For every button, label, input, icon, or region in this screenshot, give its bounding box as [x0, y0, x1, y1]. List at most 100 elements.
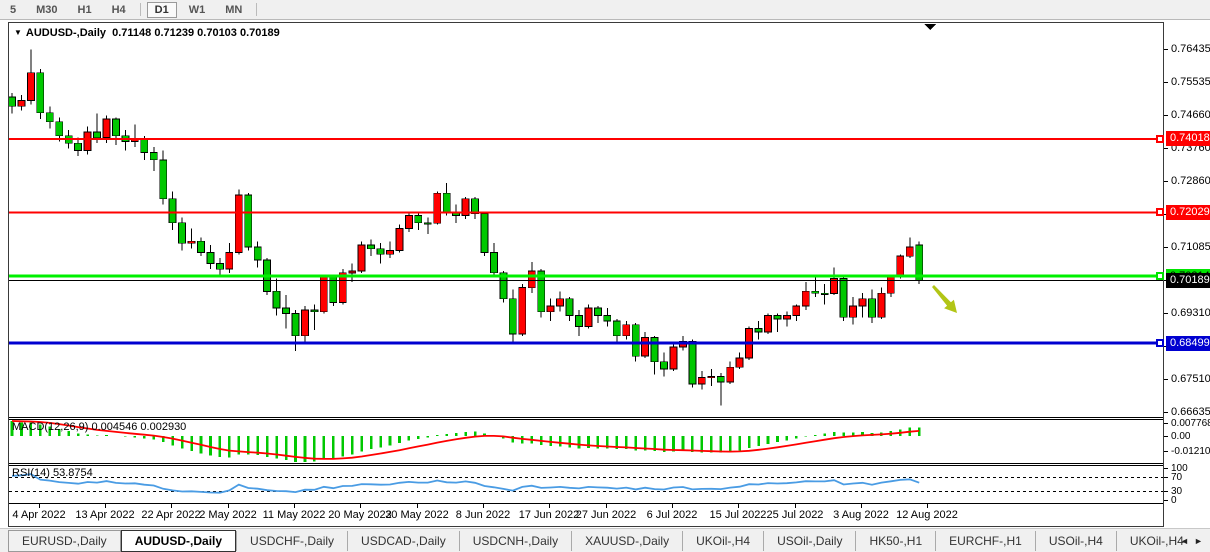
chart-shift-marker-icon: [924, 24, 936, 30]
axis-tick: [1164, 49, 1168, 50]
rsi-axis-label: 70: [1171, 472, 1183, 483]
date-axis-label: 22 Apr 2022: [141, 509, 201, 521]
date-axis-tick: [672, 504, 673, 508]
price-axis-label: 0.75535: [1171, 76, 1210, 88]
date-axis-tick: [861, 504, 862, 508]
rsi-indicator-label: RSI(14) 53.8754: [12, 467, 93, 479]
macd-axis-label: 0.00: [1171, 431, 1191, 442]
date-axis-tick: [549, 504, 550, 508]
date-axis-tick: [228, 504, 229, 508]
timeframe-mn-button[interactable]: MN: [225, 3, 243, 16]
date-axis-tick: [39, 504, 40, 508]
rsi-axis-label: 100: [1171, 463, 1188, 474]
axis-tick: [1164, 82, 1168, 83]
timeframe-m30-button[interactable]: M30: [36, 3, 58, 16]
price-level-badge: 0.74018: [1166, 131, 1210, 146]
date-axis-label: 4 Apr 2022: [12, 509, 66, 521]
tab-8-hk50-h1[interactable]: HK50-,H1: [855, 531, 935, 551]
date-axis-tick: [927, 504, 928, 508]
tab-6-ukoil-h4[interactable]: UKOil-,H4: [682, 531, 763, 551]
hline-anchor-marker[interactable]: [1156, 208, 1164, 216]
axis-tick: [1164, 451, 1168, 452]
timeframe-toolbar: 5 M30 H1 H4 D1 W1 MN: [0, 0, 1210, 20]
date-axis-tick: [795, 504, 796, 508]
tab-9-eurchf-h1[interactable]: EURCHF-,H1: [935, 531, 1035, 551]
tab-7-usoil-daily[interactable]: USOil-,Daily: [763, 531, 855, 551]
date-axis-label: 12 Aug 2022: [896, 509, 958, 521]
tab-5-xauusd-daily[interactable]: XAUUSD-,Daily: [571, 531, 682, 551]
date-axis-tick: [483, 504, 484, 508]
tab-3-usdcad-daily[interactable]: USDCAD-,Daily: [347, 531, 459, 551]
date-axis-label: 3 Aug 2022: [833, 509, 889, 521]
rsi-pane: RSI(14) 53.8754: [9, 463, 1163, 503]
tab-0-eurusd-daily[interactable]: EURUSD-,Daily: [8, 530, 121, 552]
tab-4-usdcnh-daily[interactable]: USDCNH-,Daily: [458, 531, 571, 551]
collapse-triangle-icon[interactable]: ▼: [14, 28, 22, 37]
price-chart[interactable]: [9, 23, 1163, 417]
axis-tick: [1164, 500, 1168, 501]
axis-tick: [1164, 468, 1168, 469]
macd-chart: [10, 420, 921, 462]
date-axis-tick: [360, 504, 361, 508]
price-axis-label: 0.69310: [1171, 307, 1210, 319]
date-axis-label: 6 Jul 2022: [646, 509, 698, 521]
axis-tick: [1164, 313, 1168, 314]
date-axis-label: 11 May 2022: [262, 509, 326, 521]
price-level-badge: 0.70189: [1166, 273, 1210, 288]
symbol-tabbar: EURUSD-,Daily AUDUSD-,Daily USDCHF-,Daily U…: [0, 528, 1210, 552]
price-axis: 0.764350.755350.746600.737600.728600.719…: [1164, 0, 1210, 552]
tabs-scroll-left-button[interactable]: ◄: [1180, 536, 1189, 546]
tab-10-usoil-h4[interactable]: USOil-,H4: [1034, 531, 1116, 551]
tab-2-usdchf-daily[interactable]: USDCHF-,Daily: [236, 531, 347, 551]
chart-symbol-label: AUDUSD-,Daily: [25, 27, 106, 39]
macd-pane: MACD(12,26,9) 0.004546 0.002930: [9, 417, 1163, 463]
date-axis-label: 20 May 2022: [328, 509, 392, 521]
date-axis-label: 25 Jul 2022: [766, 509, 824, 521]
down-arrow-annotation[interactable]: [932, 285, 957, 313]
axis-tick: [1164, 247, 1168, 248]
axis-tick: [1164, 379, 1168, 380]
date-axis-tick: [606, 504, 607, 508]
date-axis-label: 8 Jun 2022: [455, 509, 511, 521]
tab-1-audusd-daily[interactable]: AUDUSD-,Daily: [120, 530, 237, 552]
rsi-chart: [9, 473, 1163, 494]
date-axis-label: 2 May 2022: [199, 509, 257, 521]
date-axis-label: 27 Jun 2022: [575, 509, 637, 521]
chart-frame: ▼ AUDUSD-,Daily 0.71148 0.71239 0.70103 0…: [8, 22, 1164, 527]
axis-tick: [1164, 412, 1168, 413]
macd-indicator-label: MACD(12,26,9) 0.004546 0.002930: [12, 421, 187, 433]
date-axis: [9, 503, 1163, 526]
chart-ohlc-values: 0.71148 0.71239 0.70103 0.70189: [112, 27, 280, 39]
price-axis-label: 0.76435: [1171, 43, 1210, 55]
axis-tick: [1164, 115, 1168, 116]
price-axis-label: 0.67510: [1171, 373, 1210, 385]
hline-anchor-marker[interactable]: [1156, 272, 1164, 280]
price-axis-label: 0.71085: [1171, 241, 1210, 253]
hline-anchor-marker[interactable]: [1156, 339, 1164, 347]
toolbar-separator: [256, 3, 258, 16]
timeframe-h1-button[interactable]: H1: [77, 3, 92, 16]
price-pane[interactable]: ▼ AUDUSD-,Daily 0.71148 0.71239 0.70103 0…: [9, 23, 1163, 417]
date-axis-label: 17 Jun 2022: [518, 509, 580, 521]
date-axis-label: 30 May 2022: [385, 509, 449, 521]
hline-anchor-marker[interactable]: [1156, 135, 1164, 143]
chart-title: ▼ AUDUSD-,Daily 0.71148 0.71239 0.70103 0…: [14, 27, 280, 39]
rsi-axis-label: 0: [1171, 495, 1177, 506]
timeframe-5-button[interactable]: 5: [10, 3, 17, 16]
date-axis-tick: [417, 504, 418, 508]
price-level-badge: 0.68499: [1166, 336, 1210, 351]
timeframe-h4-button[interactable]: H4: [111, 3, 126, 16]
timeframe-w1-button[interactable]: W1: [188, 3, 206, 16]
axis-tick: [1164, 148, 1168, 149]
axis-tick: [1164, 423, 1168, 424]
timeframe-d1-button[interactable]: D1: [146, 1, 177, 18]
rsi-axis-label: 30: [1171, 486, 1183, 497]
tab-11-ukoil-h4[interactable]: UKOil-,H4: [1115, 531, 1197, 551]
price-level-badge: 0.72029: [1166, 205, 1210, 220]
tabs-scroll-right-button[interactable]: ►: [1194, 536, 1203, 546]
price-axis-label: 0.72860: [1171, 175, 1210, 187]
axis-tick: [1164, 181, 1168, 182]
macd-axis-label: 0.007768: [1171, 418, 1210, 429]
axis-tick: [1164, 436, 1168, 437]
